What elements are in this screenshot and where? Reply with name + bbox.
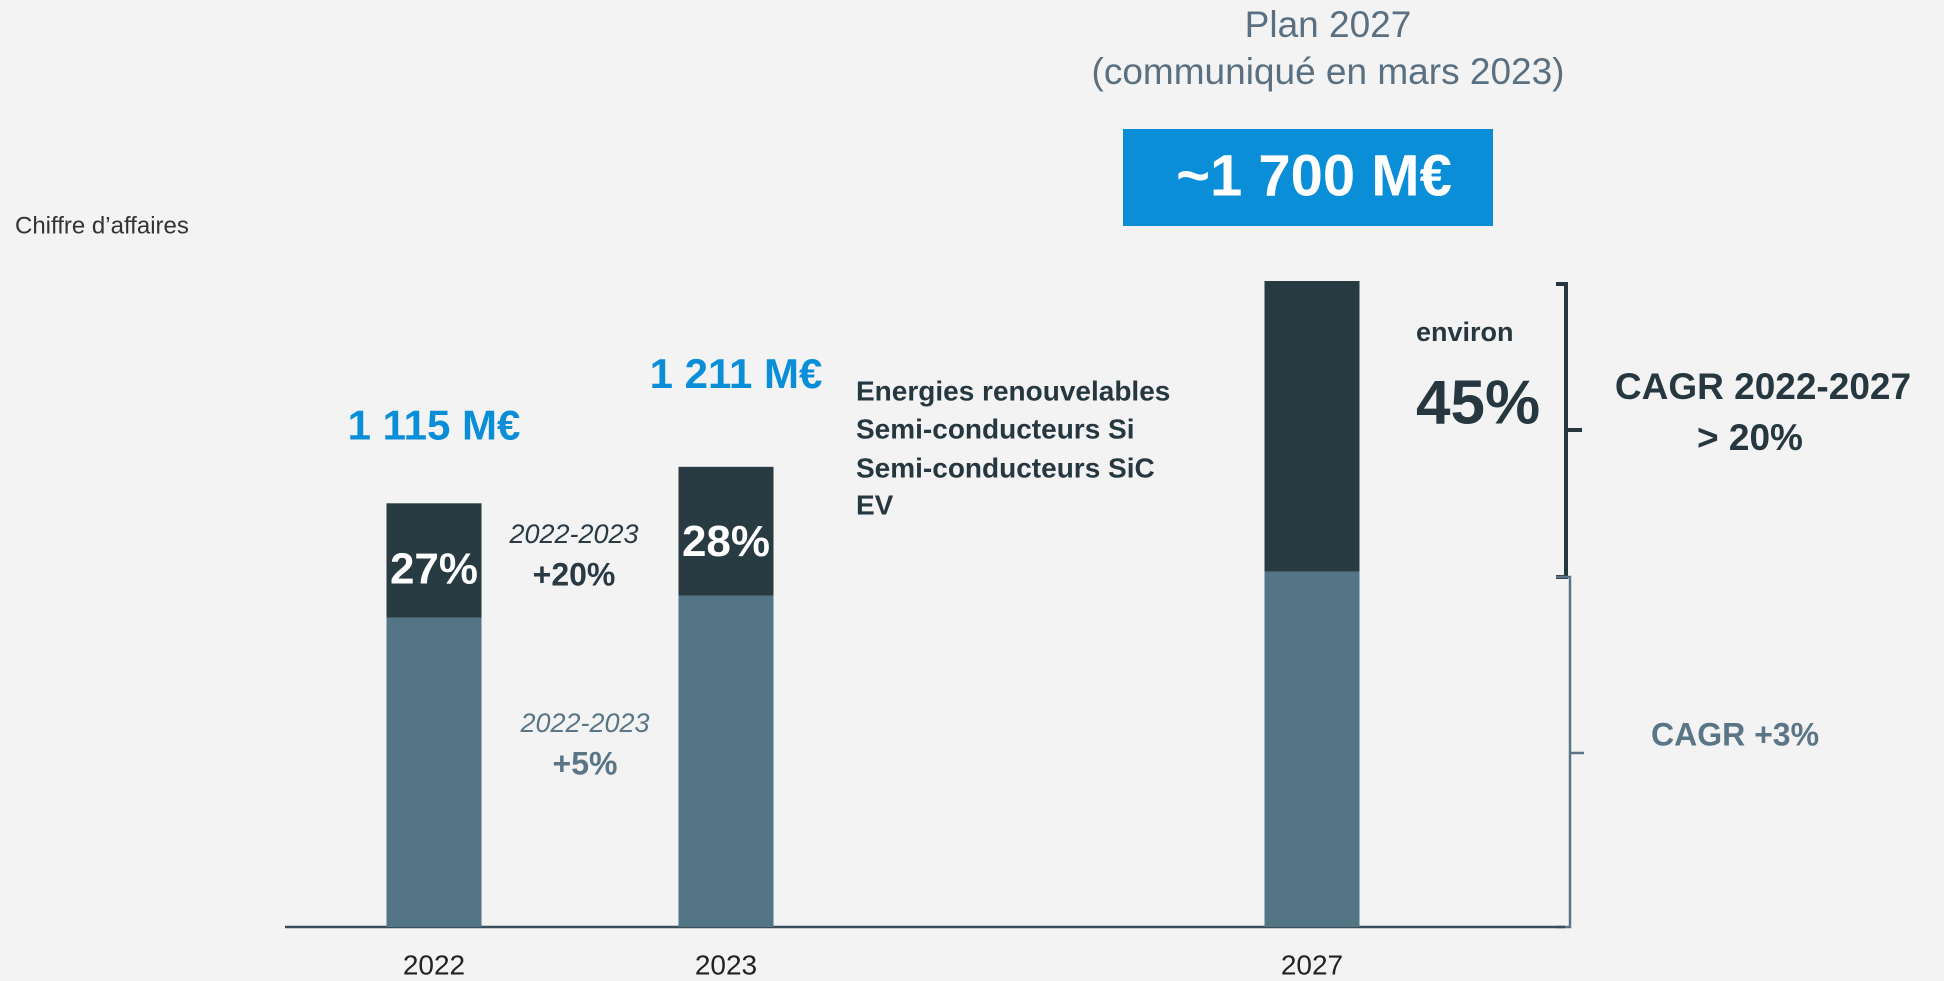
share-label: 28%	[682, 517, 770, 566]
annotation: CAGR 2022-2027	[1615, 366, 1911, 407]
x-tick-label: 2023	[695, 949, 757, 980]
bar-share	[678, 466, 774, 596]
annotation: > 20%	[1697, 417, 1803, 458]
annotation: 2022-2023	[508, 519, 638, 549]
bar-base	[386, 617, 482, 927]
bar-base	[1264, 571, 1360, 927]
annotation: CAGR +3%	[1651, 716, 1819, 752]
annotation: environ	[1416, 317, 1514, 347]
x-tick-label: 2022	[403, 949, 465, 980]
total-box	[1123, 129, 1493, 226]
chart-title: Plan 2027	[1245, 4, 1412, 45]
total-label: 1 211 M€	[650, 350, 823, 397]
annotation: 2022-2023	[519, 708, 649, 738]
x-tick-label: 2027	[1281, 949, 1343, 980]
segment-label: Semi-conducteurs SiC	[856, 452, 1155, 483]
y-axis-label: Chiffre d’affaires	[15, 212, 189, 239]
chart-subtitle: (communiqué en mars 2023)	[1092, 51, 1565, 92]
bracket	[1556, 575, 1584, 929]
segment-label: EV	[856, 489, 894, 520]
segment-label: Semi-conducteurs Si	[856, 413, 1135, 444]
bar-share	[386, 503, 482, 618]
segment-label: Energies renouvelables	[856, 375, 1170, 406]
bar-share	[1264, 281, 1360, 572]
total-label: ~1 700 M€	[1176, 143, 1452, 208]
total-label: 1 115 M€	[348, 401, 521, 448]
annotation: +20%	[533, 556, 616, 592]
annotation: +5%	[553, 745, 618, 781]
bar-base	[678, 595, 774, 927]
share-label: 27%	[390, 545, 478, 594]
bracket	[1556, 282, 1582, 579]
share-label: 45%	[1416, 368, 1540, 437]
